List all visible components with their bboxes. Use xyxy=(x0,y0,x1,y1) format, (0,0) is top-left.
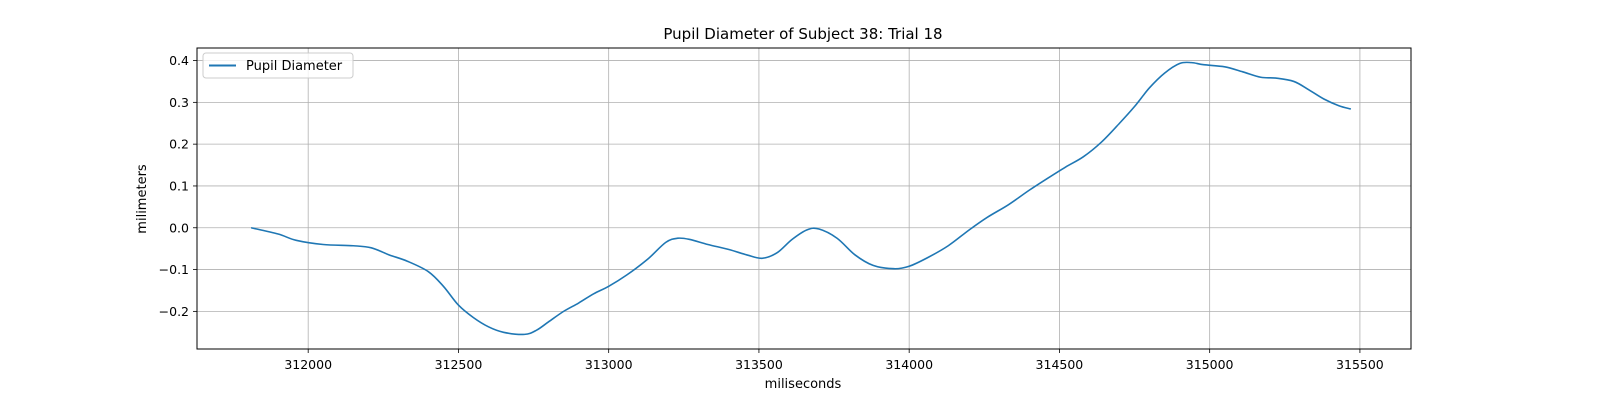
y-tick-label: −0.2 xyxy=(159,304,189,319)
chart-title: Pupil Diameter of Subject 38: Trial 18 xyxy=(663,25,942,43)
grid xyxy=(197,48,1411,349)
x-tick-label: 315000 xyxy=(1186,357,1234,372)
y-tick-label: 0.4 xyxy=(169,53,189,68)
x-tick-label: 313000 xyxy=(585,357,633,372)
x-tick-label: 312000 xyxy=(284,357,332,372)
series-line-pupil-diameter xyxy=(250,61,1352,336)
series-layer xyxy=(250,61,1352,336)
x-tick-label: 314000 xyxy=(885,357,933,372)
y-axis-label: milimeters xyxy=(135,164,150,234)
legend-box xyxy=(202,52,354,79)
x-axis-label: miliseconds xyxy=(765,377,842,392)
y-tick-label: 0.0 xyxy=(169,220,189,235)
y-tick-label: 0.3 xyxy=(169,95,189,110)
legend: Pupil Diameter xyxy=(202,52,354,79)
x-tick-label: 315500 xyxy=(1336,357,1384,372)
y-tick-label: 0.2 xyxy=(169,137,189,152)
x-tick-label: 312500 xyxy=(435,357,483,372)
ticks: 312000 312500 313000 313500 314000 314500 3150… xyxy=(159,53,1384,372)
y-tick-label: −0.1 xyxy=(159,262,189,277)
legend-label: Pupil Diameter xyxy=(246,59,343,74)
x-tick-label: 313500 xyxy=(735,357,783,372)
plot-frame xyxy=(196,47,1412,350)
x-tick-label: 314500 xyxy=(1036,357,1084,372)
y-tick-label: 0.1 xyxy=(169,178,189,193)
